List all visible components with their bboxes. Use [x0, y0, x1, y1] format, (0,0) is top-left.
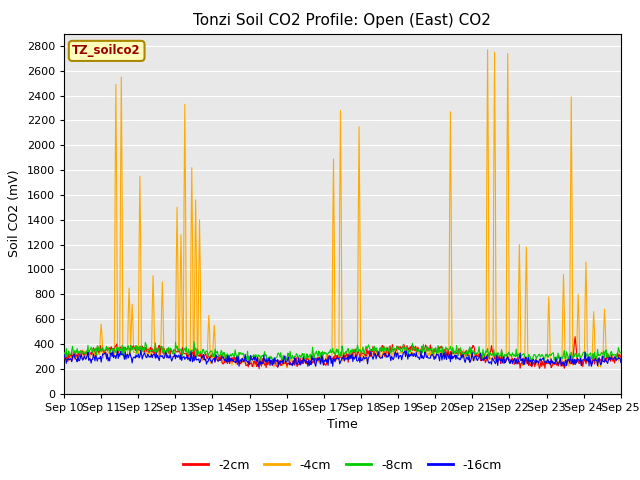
Legend: -2cm, -4cm, -8cm, -16cm: -2cm, -4cm, -8cm, -16cm	[178, 454, 507, 477]
X-axis label: Time: Time	[327, 418, 358, 431]
Title: Tonzi Soil CO2 Profile: Open (East) CO2: Tonzi Soil CO2 Profile: Open (East) CO2	[193, 13, 492, 28]
Text: TZ_soilco2: TZ_soilco2	[72, 44, 141, 58]
Y-axis label: Soil CO2 (mV): Soil CO2 (mV)	[8, 170, 21, 257]
